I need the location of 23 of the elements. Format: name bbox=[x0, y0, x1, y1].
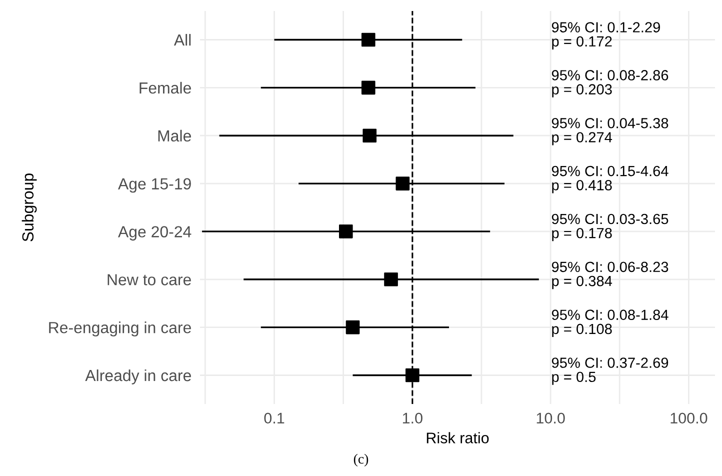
annotation: 95% CI: 0.04-5.38 p = 0.274 bbox=[552, 118, 668, 146]
y-tick-label: Already in care bbox=[85, 369, 191, 384]
y-tick-label: Female bbox=[140, 82, 191, 94]
y-tick-label: New to care bbox=[108, 274, 191, 286]
annotation: 95% CI: 0.08-1.84 p = 0.108 bbox=[552, 310, 668, 338]
annotation: 95% CI: 0.03-3.65 p = 0.178 bbox=[552, 214, 668, 242]
x-tick-label: 100.0 bbox=[670, 412, 708, 424]
y-tick-label: All bbox=[174, 34, 191, 46]
y-tick-label: Age 15-19 bbox=[118, 178, 191, 193]
annotation: 95% CI: 0.37-2.69 p = 0.5 bbox=[552, 358, 668, 385]
annotation: 95% CI: 0.1-2.29 p = 0.172 bbox=[552, 22, 660, 50]
x-tick-label: 10.0 bbox=[536, 412, 565, 424]
annotation: 95% CI: 0.06-8.23 p = 0.384 bbox=[552, 262, 668, 290]
annotation: 95% CI: 0.08-2.86 p = 0.203 bbox=[552, 70, 668, 98]
x-tick-label: 0.1 bbox=[264, 412, 284, 424]
y-tick-label: Age 20-24 bbox=[118, 226, 192, 241]
y-tick-label: Re-engaging in care bbox=[49, 322, 191, 336]
text: (c) bbox=[354, 454, 368, 466]
y-axis-title: Subgroup bbox=[22, 174, 37, 242]
y-tick-label: Male bbox=[158, 130, 191, 142]
annotation: 95% CI: 0.15-4.64 p = 0.418 bbox=[552, 166, 668, 194]
x-axis-title: Risk ratio bbox=[426, 432, 489, 444]
x-tick-label: 1.0 bbox=[402, 412, 422, 424]
